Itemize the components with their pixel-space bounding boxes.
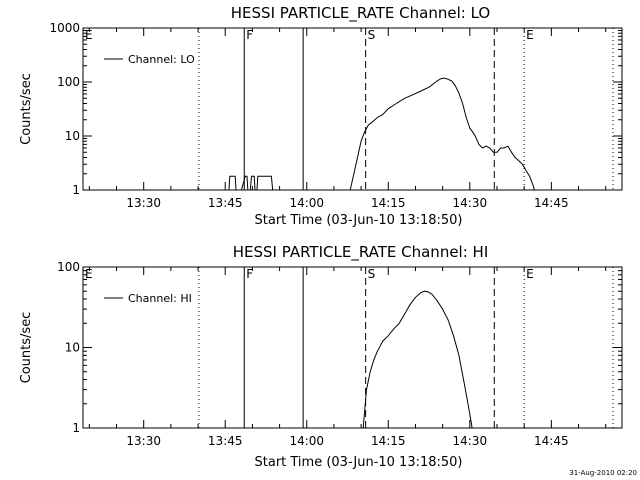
y-tick-label: 10: [65, 341, 80, 355]
marker-flag-label: E: [526, 267, 534, 281]
legend-entry: Channel: LO: [128, 53, 195, 66]
hi-channel-panel: HESSI PARTICLE_RATE Channel: HI Start Tim…: [19, 243, 623, 470]
lo-channel-panel: HESSI PARTICLE_RATE Channel: LO Start Tim…: [19, 4, 623, 228]
marker-flag-label: S: [368, 28, 376, 42]
series-line: [362, 290, 473, 428]
plot-frame: [82, 27, 623, 191]
x-tick-label: 14:00: [289, 434, 324, 448]
y-axis-label: Counts/sec: [19, 73, 34, 145]
footer-timestamp: 31-Aug-2010 02:20: [569, 469, 637, 477]
marker-flag-label: E: [85, 28, 93, 42]
y-tick-label: 100: [57, 260, 80, 274]
x-tick-label: 14:45: [534, 196, 569, 210]
x-tick-label: 13:45: [208, 196, 243, 210]
chart-title: HESSI PARTICLE_RATE Channel: LO: [231, 4, 490, 23]
x-tick-label: 14:15: [371, 434, 406, 448]
y-tick-label: 1000: [49, 21, 80, 35]
marker-flag-label: E: [526, 28, 534, 42]
x-tick-label: 14:30: [453, 434, 488, 448]
x-tick-label: 13:30: [126, 434, 161, 448]
y-tick-label: 10: [65, 129, 80, 143]
x-tick-label: 14:15: [371, 196, 406, 210]
x-tick-label: 14:00: [289, 196, 324, 210]
legend-entry: Channel: HI: [128, 292, 192, 305]
marker-flag-label: E: [85, 267, 93, 281]
y-tick-label: 1: [72, 421, 80, 435]
y-tick-label: 1: [72, 183, 80, 197]
series-line: [228, 77, 535, 190]
marker-flag-label: F: [246, 267, 253, 281]
x-axis-label: Start Time (03-Jun-10 13:18:50): [255, 455, 463, 470]
y-tick-label: 100: [57, 75, 80, 89]
x-tick-label: 14:45: [534, 434, 569, 448]
x-tick-label: 13:30: [126, 196, 161, 210]
marker-flag-label: S: [368, 267, 376, 281]
y-axis-label: Counts/sec: [19, 312, 34, 384]
x-tick-label: 13:45: [208, 434, 243, 448]
marker-flag-label: F: [246, 28, 253, 42]
chart-title: HESSI PARTICLE_RATE Channel: HI: [233, 243, 489, 262]
x-tick-label: 14:30: [453, 196, 488, 210]
x-axis-label: Start Time (03-Jun-10 13:18:50): [255, 213, 463, 228]
